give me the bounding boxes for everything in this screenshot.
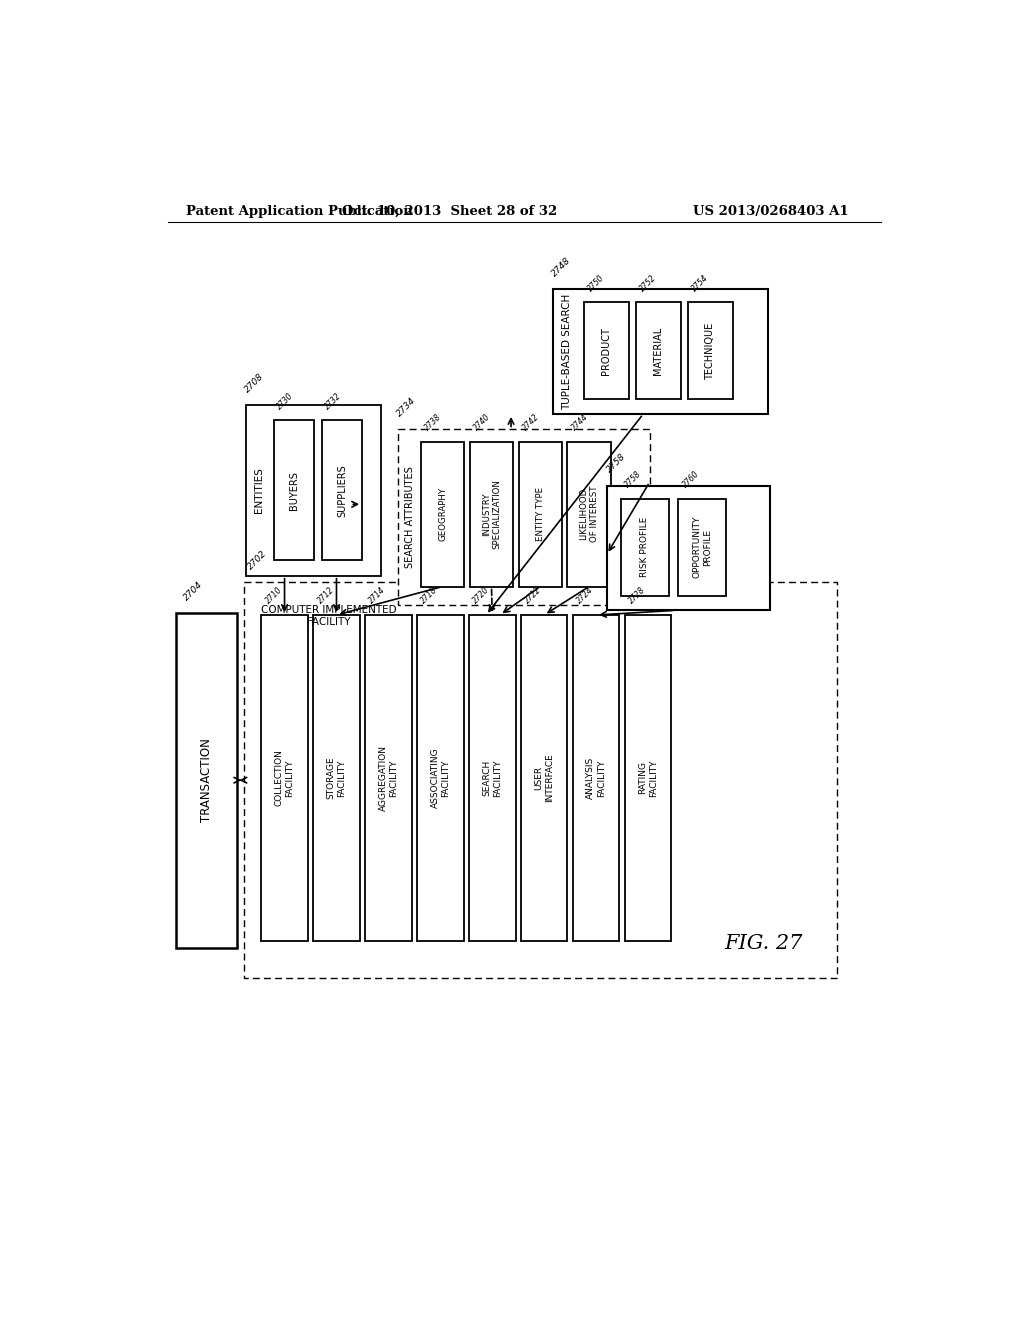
Text: USER
INTERFACE: USER INTERFACE — [535, 754, 554, 803]
Text: STORAGE
FACILITY: STORAGE FACILITY — [327, 756, 346, 799]
Text: COMPUTER IMPLEMENTED
FACILITY: COMPUTER IMPLEMENTED FACILITY — [261, 605, 397, 627]
Text: RISK PROFILE: RISK PROFILE — [640, 517, 649, 577]
Bar — [261, 615, 308, 941]
Bar — [607, 486, 770, 610]
Text: ENTITIES: ENTITIES — [254, 467, 263, 513]
Text: 2708: 2708 — [244, 371, 266, 395]
Text: MATERIAL: MATERIAL — [653, 327, 664, 375]
Text: 2730: 2730 — [275, 391, 295, 411]
Text: LIKELIHOOD
OF INTEREST: LIKELIHOOD OF INTEREST — [580, 486, 599, 543]
Text: ASSOCIATING
FACILITY: ASSOCIATING FACILITY — [431, 747, 450, 808]
Bar — [518, 442, 562, 586]
Text: TUPLE-BASED SEARCH: TUPLE-BASED SEARCH — [562, 293, 572, 409]
Text: 2704: 2704 — [182, 579, 205, 602]
Bar — [176, 612, 237, 948]
Text: 2750: 2750 — [586, 273, 606, 293]
Bar — [421, 442, 464, 586]
Text: 2732: 2732 — [324, 391, 343, 411]
Text: RATING
FACILITY: RATING FACILITY — [638, 759, 657, 796]
Text: GEOGRAPHY: GEOGRAPHY — [438, 487, 447, 541]
Text: ANALYSIS
FACILITY: ANALYSIS FACILITY — [587, 756, 606, 799]
Bar — [553, 289, 768, 414]
Bar — [246, 405, 381, 576]
Text: SUPPLIERS: SUPPLIERS — [337, 463, 347, 516]
Text: SEARCH ATTRIBUTES: SEARCH ATTRIBUTES — [406, 466, 416, 568]
Text: FIG. 27: FIG. 27 — [724, 935, 803, 953]
Text: 2758: 2758 — [624, 470, 643, 490]
Bar — [322, 420, 362, 560]
Bar — [273, 420, 314, 560]
Text: PRODUCT: PRODUCT — [601, 327, 611, 375]
Text: 2710: 2710 — [263, 585, 284, 605]
Text: Patent Application Publication: Patent Application Publication — [186, 205, 413, 218]
Bar — [678, 499, 726, 595]
Text: 2742: 2742 — [521, 412, 541, 433]
Text: US 2013/0268403 A1: US 2013/0268403 A1 — [693, 205, 849, 218]
Text: INDUSTRY
SPECIALIZATION: INDUSTRY SPECIALIZATION — [481, 479, 501, 549]
Text: OPPORTUNITY
PROFILE: OPPORTUNITY PROFILE — [692, 516, 712, 578]
Bar — [397, 429, 649, 605]
Bar — [417, 615, 464, 941]
Text: 2748: 2748 — [550, 256, 573, 279]
Text: 2712: 2712 — [315, 585, 336, 605]
Text: COLLECTION
FACILITY: COLLECTION FACILITY — [274, 750, 294, 807]
Bar — [584, 302, 629, 400]
Text: TRANSACTION: TRANSACTION — [200, 738, 213, 822]
Bar — [567, 442, 611, 586]
Bar — [366, 615, 412, 941]
Text: 2740: 2740 — [472, 412, 493, 433]
Bar — [572, 615, 620, 941]
Bar — [521, 615, 567, 941]
Bar — [625, 615, 672, 941]
Text: Oct. 10, 2013  Sheet 28 of 32: Oct. 10, 2013 Sheet 28 of 32 — [342, 205, 557, 218]
Text: 2702: 2702 — [246, 549, 268, 572]
Text: 2718: 2718 — [420, 585, 439, 605]
Bar — [636, 302, 681, 400]
Text: 2728: 2728 — [627, 585, 647, 605]
Text: 2738: 2738 — [423, 412, 443, 433]
Text: 2734: 2734 — [395, 396, 418, 418]
Text: TECHNIQUE: TECHNIQUE — [706, 322, 715, 380]
Bar — [621, 499, 669, 595]
Text: 2720: 2720 — [471, 585, 492, 605]
Bar — [470, 442, 513, 586]
Bar — [687, 302, 732, 400]
Text: 2752: 2752 — [638, 273, 658, 293]
Bar — [469, 615, 515, 941]
Bar — [245, 582, 838, 978]
Text: BUYERS: BUYERS — [289, 471, 299, 510]
Text: ENTITY TYPE: ENTITY TYPE — [536, 487, 545, 541]
Text: 2760: 2760 — [681, 470, 700, 490]
Text: AGGREGATION
FACILITY: AGGREGATION FACILITY — [379, 744, 398, 810]
Bar — [313, 615, 359, 941]
Text: 2758: 2758 — [604, 453, 628, 475]
Text: 2724: 2724 — [575, 585, 595, 605]
Text: 2714: 2714 — [368, 585, 388, 605]
Text: SEARCH
FACILITY: SEARCH FACILITY — [482, 759, 502, 796]
Text: 2754: 2754 — [690, 273, 710, 293]
Text: 2722: 2722 — [523, 585, 544, 605]
Text: 2744: 2744 — [569, 412, 590, 433]
